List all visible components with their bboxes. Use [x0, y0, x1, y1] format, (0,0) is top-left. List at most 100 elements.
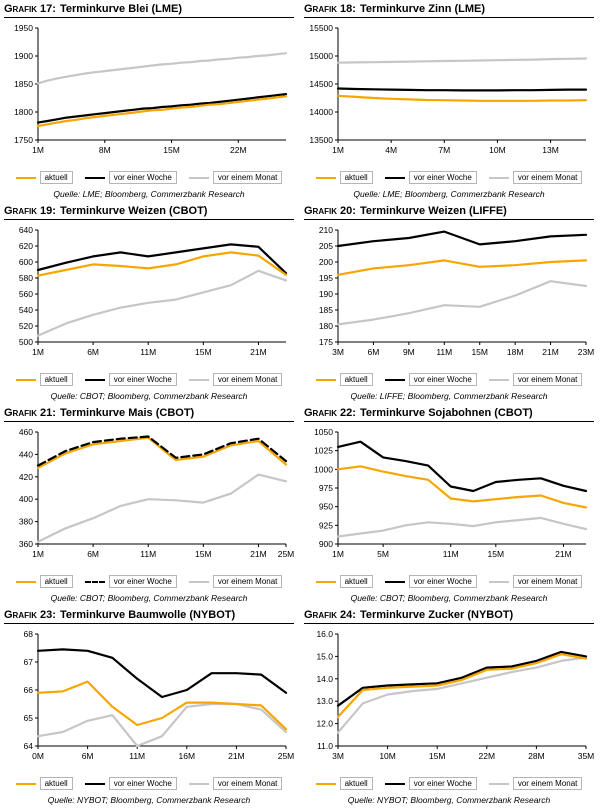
x-tick-label: 3M	[332, 347, 344, 357]
series-line-woche	[336, 87, 588, 92]
legend-item: vor einer Woche	[384, 171, 477, 184]
x-tick-label: 16M	[179, 751, 196, 761]
chart-title: Terminkurve Zinn (LME)	[359, 3, 486, 15]
chart-title-prefix: Grafik 24:	[304, 609, 356, 621]
legend: aktuell vor einer Woche vor einem Monat	[4, 170, 294, 185]
y-tick-label: 950	[319, 502, 333, 512]
chart-title: Terminkurve Blei (LME)	[59, 3, 182, 15]
x-tick-label: 11M	[129, 751, 145, 761]
y-tick-label: 175	[319, 337, 333, 347]
y-tick-label: 400	[19, 494, 33, 504]
legend-swatch-monat	[188, 378, 209, 381]
legend-item: vor einem Monat	[188, 575, 283, 588]
chart-cell: Grafik 21: Terminkurve Mais (CBOT) 360 380…	[0, 404, 300, 606]
legend-swatch-aktuell	[15, 782, 36, 785]
x-tick-label: 22M	[230, 145, 247, 155]
y-tick-label: 1950	[14, 23, 33, 33]
legend-swatch-monat	[188, 176, 209, 179]
series-line-aktuell	[336, 465, 588, 509]
y-tick-label: 640	[19, 225, 33, 235]
x-tick-label: 23M	[578, 347, 595, 357]
legend-swatch-woche	[84, 378, 105, 381]
y-tick-label: 15.0	[316, 651, 333, 661]
x-tick-label: 7M	[438, 145, 450, 155]
legend-label: vor einer Woche	[408, 777, 477, 790]
legend-label: aktuell	[339, 777, 373, 790]
y-tick-label: 900	[319, 539, 333, 549]
x-tick-label: 13M	[542, 145, 559, 155]
legend-swatch-monat	[488, 782, 509, 785]
legend: aktuell vor einer Woche vor einem Monat	[304, 776, 594, 791]
legend-swatch-monat	[188, 580, 209, 583]
y-tick-label: 195	[319, 273, 333, 283]
x-tick-label: 1M	[32, 145, 44, 155]
x-tick-label: 21M	[250, 549, 267, 559]
y-tick-label: 64	[24, 741, 34, 751]
y-tick-label: 14500	[309, 79, 333, 89]
x-tick-label: 15M	[471, 347, 488, 357]
series-line-monat	[36, 473, 288, 543]
series-line-aktuell	[336, 94, 588, 102]
x-tick-label: 21M	[555, 549, 572, 559]
y-tick-label: 440	[19, 449, 33, 459]
series-line-monat	[336, 656, 588, 734]
series-line-aktuell	[336, 259, 588, 276]
y-tick-label: 15500	[309, 23, 333, 33]
x-tick-label: 1M	[332, 145, 344, 155]
legend: aktuell vor einer Woche vor einem Monat	[304, 170, 594, 185]
source-line: Quelle: NYBOT; Bloomberg, Commerzbank Re…	[347, 795, 551, 805]
y-tick-label: 925	[319, 520, 333, 530]
chart-title: Terminkurve Weizen (LIFFE)	[359, 205, 507, 217]
x-tick-label: 25M	[278, 751, 295, 761]
y-tick-label: 200	[319, 257, 333, 267]
chart-title-prefix: Grafik 18:	[304, 3, 356, 15]
legend-label: vor einem Monat	[512, 171, 583, 184]
x-tick-label: 15M	[163, 145, 180, 155]
legend-label: vor einer Woche	[408, 373, 477, 386]
legend-label: vor einem Monat	[512, 777, 583, 790]
series-line-monat	[36, 52, 288, 85]
series-line-woche	[336, 230, 588, 248]
y-tick-label: 15000	[309, 51, 333, 61]
legend-item: vor einem Monat	[188, 171, 283, 184]
x-tick-label: 10M	[489, 145, 506, 155]
legend-swatch-woche	[384, 176, 405, 179]
legend-label: vor einem Monat	[512, 575, 583, 588]
legend-label: aktuell	[339, 575, 373, 588]
legend-swatch-woche	[384, 782, 405, 785]
legend-swatch-aktuell	[15, 580, 36, 583]
y-tick-label: 190	[319, 289, 333, 299]
legend-item: vor einer Woche	[384, 575, 477, 588]
legend: aktuell vor einer Woche vor einem Monat	[4, 372, 294, 387]
x-tick-label: 3M	[332, 751, 344, 761]
x-tick-label: 6M	[87, 347, 99, 357]
chart-plot: 360 380 400 420 440 460 1M 6M 11M 15M 21M 25M	[19, 427, 294, 559]
legend-item: vor einem Monat	[488, 575, 583, 588]
legend-item: vor einem Monat	[488, 777, 583, 790]
legend-swatch-monat	[488, 176, 509, 179]
y-tick-label: 600	[19, 257, 33, 267]
legend-swatch-woche	[84, 176, 105, 179]
y-tick-label: 1900	[14, 51, 33, 61]
x-tick-label: 10M	[379, 751, 396, 761]
chart-title-prefix: Grafik 17:	[4, 3, 56, 15]
y-tick-label: 1025	[314, 446, 333, 456]
x-tick-label: 15M	[429, 751, 446, 761]
y-tick-label: 540	[19, 305, 33, 315]
chart-plot: 1750 1800 1850 1900 1950 1M 8M 15M 22M	[14, 23, 288, 155]
legend-swatch-aktuell	[315, 782, 336, 785]
legend-item: vor einem Monat	[488, 373, 583, 386]
y-tick-label: 14.0	[316, 674, 333, 684]
y-tick-label: 1800	[14, 107, 33, 117]
legend-label: vor einem Monat	[212, 171, 283, 184]
y-tick-label: 460	[19, 427, 33, 437]
legend-label: vor einer Woche	[108, 777, 177, 790]
legend: aktuell vor einer Woche vor einem Monat	[4, 574, 294, 589]
legend-item: aktuell	[15, 777, 73, 790]
chart-cell: Grafik 24: Terminkurve Zucker (NYBOT) 11.…	[300, 606, 600, 808]
chart-title-row: Grafik 22: Terminkurve Sojabohnen (CBOT)	[304, 407, 594, 422]
y-tick-label: 65	[24, 713, 34, 723]
legend-swatch-aktuell	[315, 378, 336, 381]
y-tick-label: 420	[19, 472, 33, 482]
legend-item: vor einer Woche	[84, 777, 177, 790]
